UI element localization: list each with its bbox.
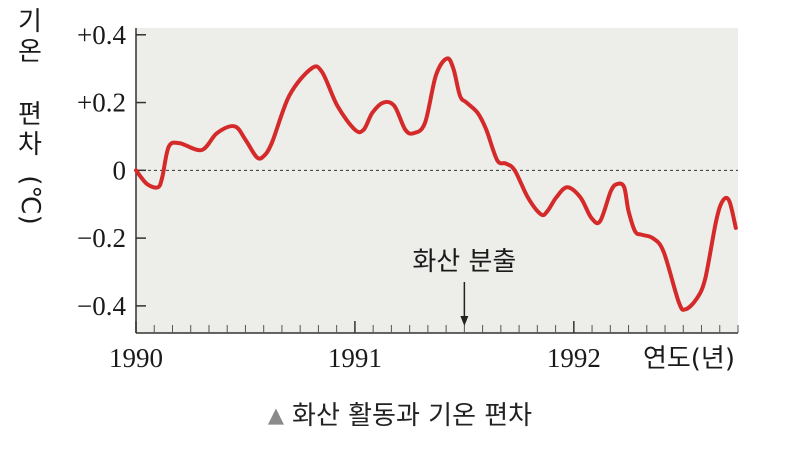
eruption-annotation-text: 화산 분출 xyxy=(412,247,516,277)
y-axis-label-char: 편 xyxy=(18,100,42,130)
x-axis-ticks: 1990 1991 1992 xyxy=(109,321,601,373)
y-axis-unit-label: (℃) xyxy=(15,175,45,225)
y-tick-label: +0.2 xyxy=(77,88,126,118)
x-tick-label: 1991 xyxy=(328,343,382,373)
caption-text: 화산 활동과 기온 편차 xyxy=(292,401,533,431)
x-axis-minor-ticks xyxy=(153,325,739,333)
y-tick-label: −0.4 xyxy=(77,291,126,321)
x-tick-label: 1990 xyxy=(109,343,163,373)
eruption-arrow-head xyxy=(460,316,469,326)
plot-background xyxy=(136,28,738,333)
x-axis-label: 연도(년) xyxy=(643,344,735,374)
x-tick-label: 1992 xyxy=(547,343,601,373)
eruption-annotation: 화산 분출 xyxy=(412,247,516,326)
y-tick-label: −0.2 xyxy=(77,223,126,253)
figure-caption: ▲ 화산 활동과 기온 편차 xyxy=(0,395,800,432)
y-axis-ticks: +0.4 +0.2 0 −0.2 −0.4 xyxy=(77,20,146,321)
series-line xyxy=(134,56,738,312)
y-tick-label: +0.4 xyxy=(77,20,126,50)
y-axis-label-char: 차 xyxy=(18,130,42,160)
y-axis-label-char: 온 xyxy=(18,37,42,67)
y-tick-label: 0 xyxy=(113,155,127,185)
triangle-marker-icon: ▲ xyxy=(267,403,285,427)
y-axis-label-char: 기 xyxy=(18,7,42,37)
